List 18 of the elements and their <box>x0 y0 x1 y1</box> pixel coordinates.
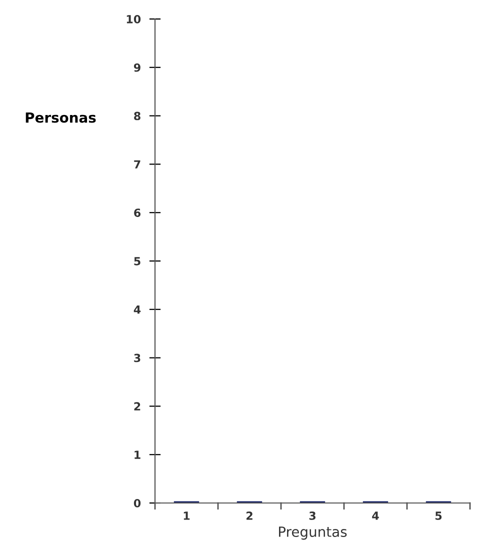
y-tick-label: 2 <box>134 402 140 410</box>
y-tick-label: 4 <box>134 306 141 314</box>
y-tick-label: 9 <box>134 63 140 72</box>
x-tick-label: 2 <box>246 512 252 520</box>
y-tick-label: 6 <box>134 208 141 217</box>
y-tick-label: 5 <box>134 257 140 266</box>
y-tick-label: 10 <box>126 14 141 24</box>
y-tick-label: 3 <box>134 354 140 362</box>
y-axis-title: Personas <box>26 112 96 123</box>
x-tick-label: 5 <box>435 512 442 520</box>
y-tick-label: 8 <box>134 112 140 120</box>
y-tick-label: 1 <box>134 450 140 459</box>
x-axis-title: Preguntas <box>279 526 347 540</box>
y-tick-label: 7 <box>134 160 140 168</box>
x-tick-label: 4 <box>372 512 379 520</box>
x-tick-label: 3 <box>309 512 316 520</box>
x-tick-label: 1 <box>184 512 190 520</box>
y-tick-label: 0 <box>134 498 141 508</box>
